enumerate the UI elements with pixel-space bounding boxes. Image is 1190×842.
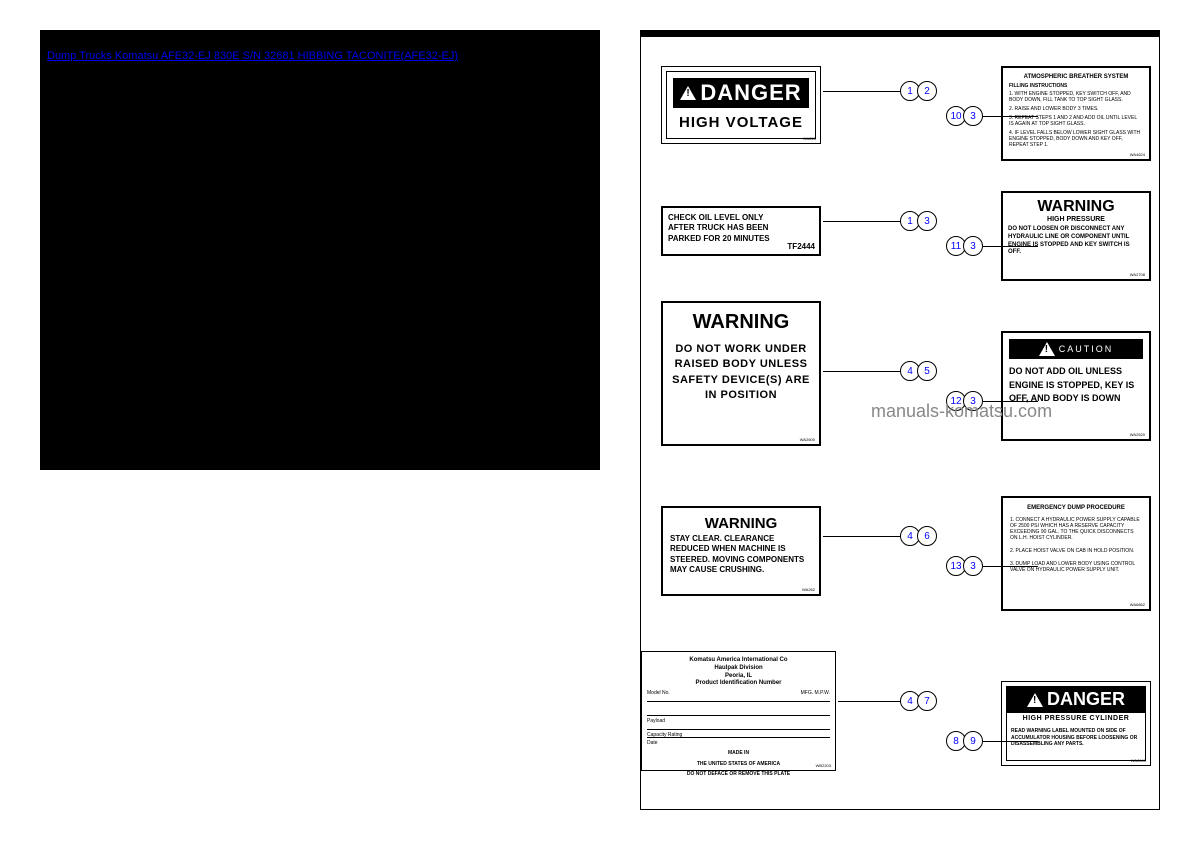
callout-8: 313: [946, 556, 1038, 576]
callout-6: 312: [946, 391, 1038, 411]
title-link[interactable]: Dump Trucks Komatsu AFE32-EJ 830E S/N 32…: [47, 50, 458, 62]
callout-5: 45: [823, 361, 937, 381]
plate-check-oil: CHECK OIL LEVEL ONLY AFTER TRUCK HAS BEE…: [661, 206, 821, 256]
callout-4: 311: [946, 236, 1038, 256]
plate-warning-clear: WARNING STAY CLEAR. CLEARANCE REDUCED WH…: [661, 506, 821, 596]
callout-10: 98: [946, 731, 1038, 751]
callout-7: 46: [823, 526, 937, 546]
callout-9: 47: [838, 691, 937, 711]
left-panel: Dump Trucks Komatsu AFE32-EJ 830E S/N 32…: [40, 30, 600, 470]
callout-1: 12: [823, 81, 937, 101]
plate-caution-oil: CAUTION DO NOT ADD OIL UNLESS ENGINE IS …: [1001, 331, 1151, 441]
plate-emergency-dump: EMERGENCY DUMP PROCEDURE 1. CONNECT A HY…: [1001, 496, 1151, 611]
plate-warning-body: WARNING DO NOT WORK UNDER RAISED BODY UN…: [661, 301, 821, 446]
diagram-panel: manuals-komatsu.com DANGER HIGH VOLTAGE …: [640, 30, 1160, 810]
callout-2: 310: [946, 106, 1038, 126]
plate-nameplate: Komatsu America International Co Haulpak…: [641, 651, 836, 771]
callout-3: 13: [823, 211, 937, 231]
plate-danger-hv: DANGER HIGH VOLTAGE WA263: [661, 66, 821, 144]
plate-danger-cylinder: DANGER HIGH PRESSURE CYLINDER READ WARNI…: [1001, 681, 1151, 766]
